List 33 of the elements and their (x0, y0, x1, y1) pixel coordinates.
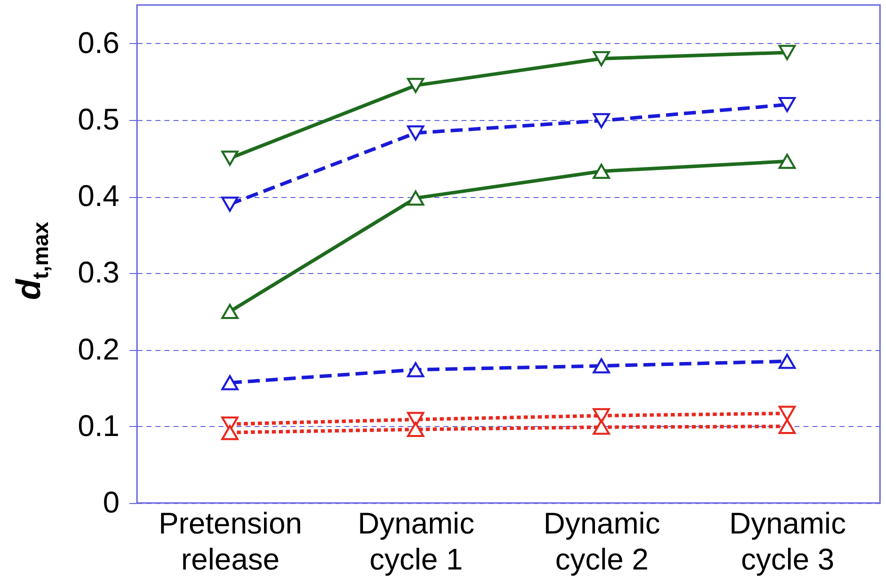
point (221, 150, 238, 166)
point (778, 44, 796, 60)
point (221, 424, 238, 440)
point (407, 422, 424, 438)
point (592, 420, 610, 435)
y-tick-label: 0.2 (78, 333, 120, 366)
x-tick-label: Pretension release (158, 508, 302, 576)
point (407, 78, 424, 94)
y-tick-label: 0.3 (78, 256, 120, 290)
point (592, 358, 610, 374)
point (778, 154, 796, 169)
y-tick-label: 0.5 (78, 103, 120, 136)
point (778, 406, 796, 421)
y-tick-label: 0.6 (78, 26, 120, 60)
x-tick-label: Dynamic cycle 2 (544, 508, 660, 576)
y-tick-label: 0 (102, 486, 120, 520)
point (592, 164, 610, 179)
point (407, 362, 424, 378)
x-tick-label: Dynamic cycle 1 (358, 508, 474, 576)
y-tick-label: 0.4 (78, 180, 120, 214)
y-tick-label: 0.1 (78, 410, 120, 443)
point (592, 51, 610, 66)
point (778, 354, 796, 369)
point (407, 125, 424, 141)
x-tick-label: Dynamic cycle 3 (729, 508, 846, 576)
point (221, 304, 238, 320)
point (592, 113, 610, 128)
point (407, 190, 424, 206)
point (592, 408, 610, 424)
point (778, 418, 796, 434)
point (221, 375, 238, 390)
point (221, 196, 238, 212)
point (778, 97, 796, 112)
